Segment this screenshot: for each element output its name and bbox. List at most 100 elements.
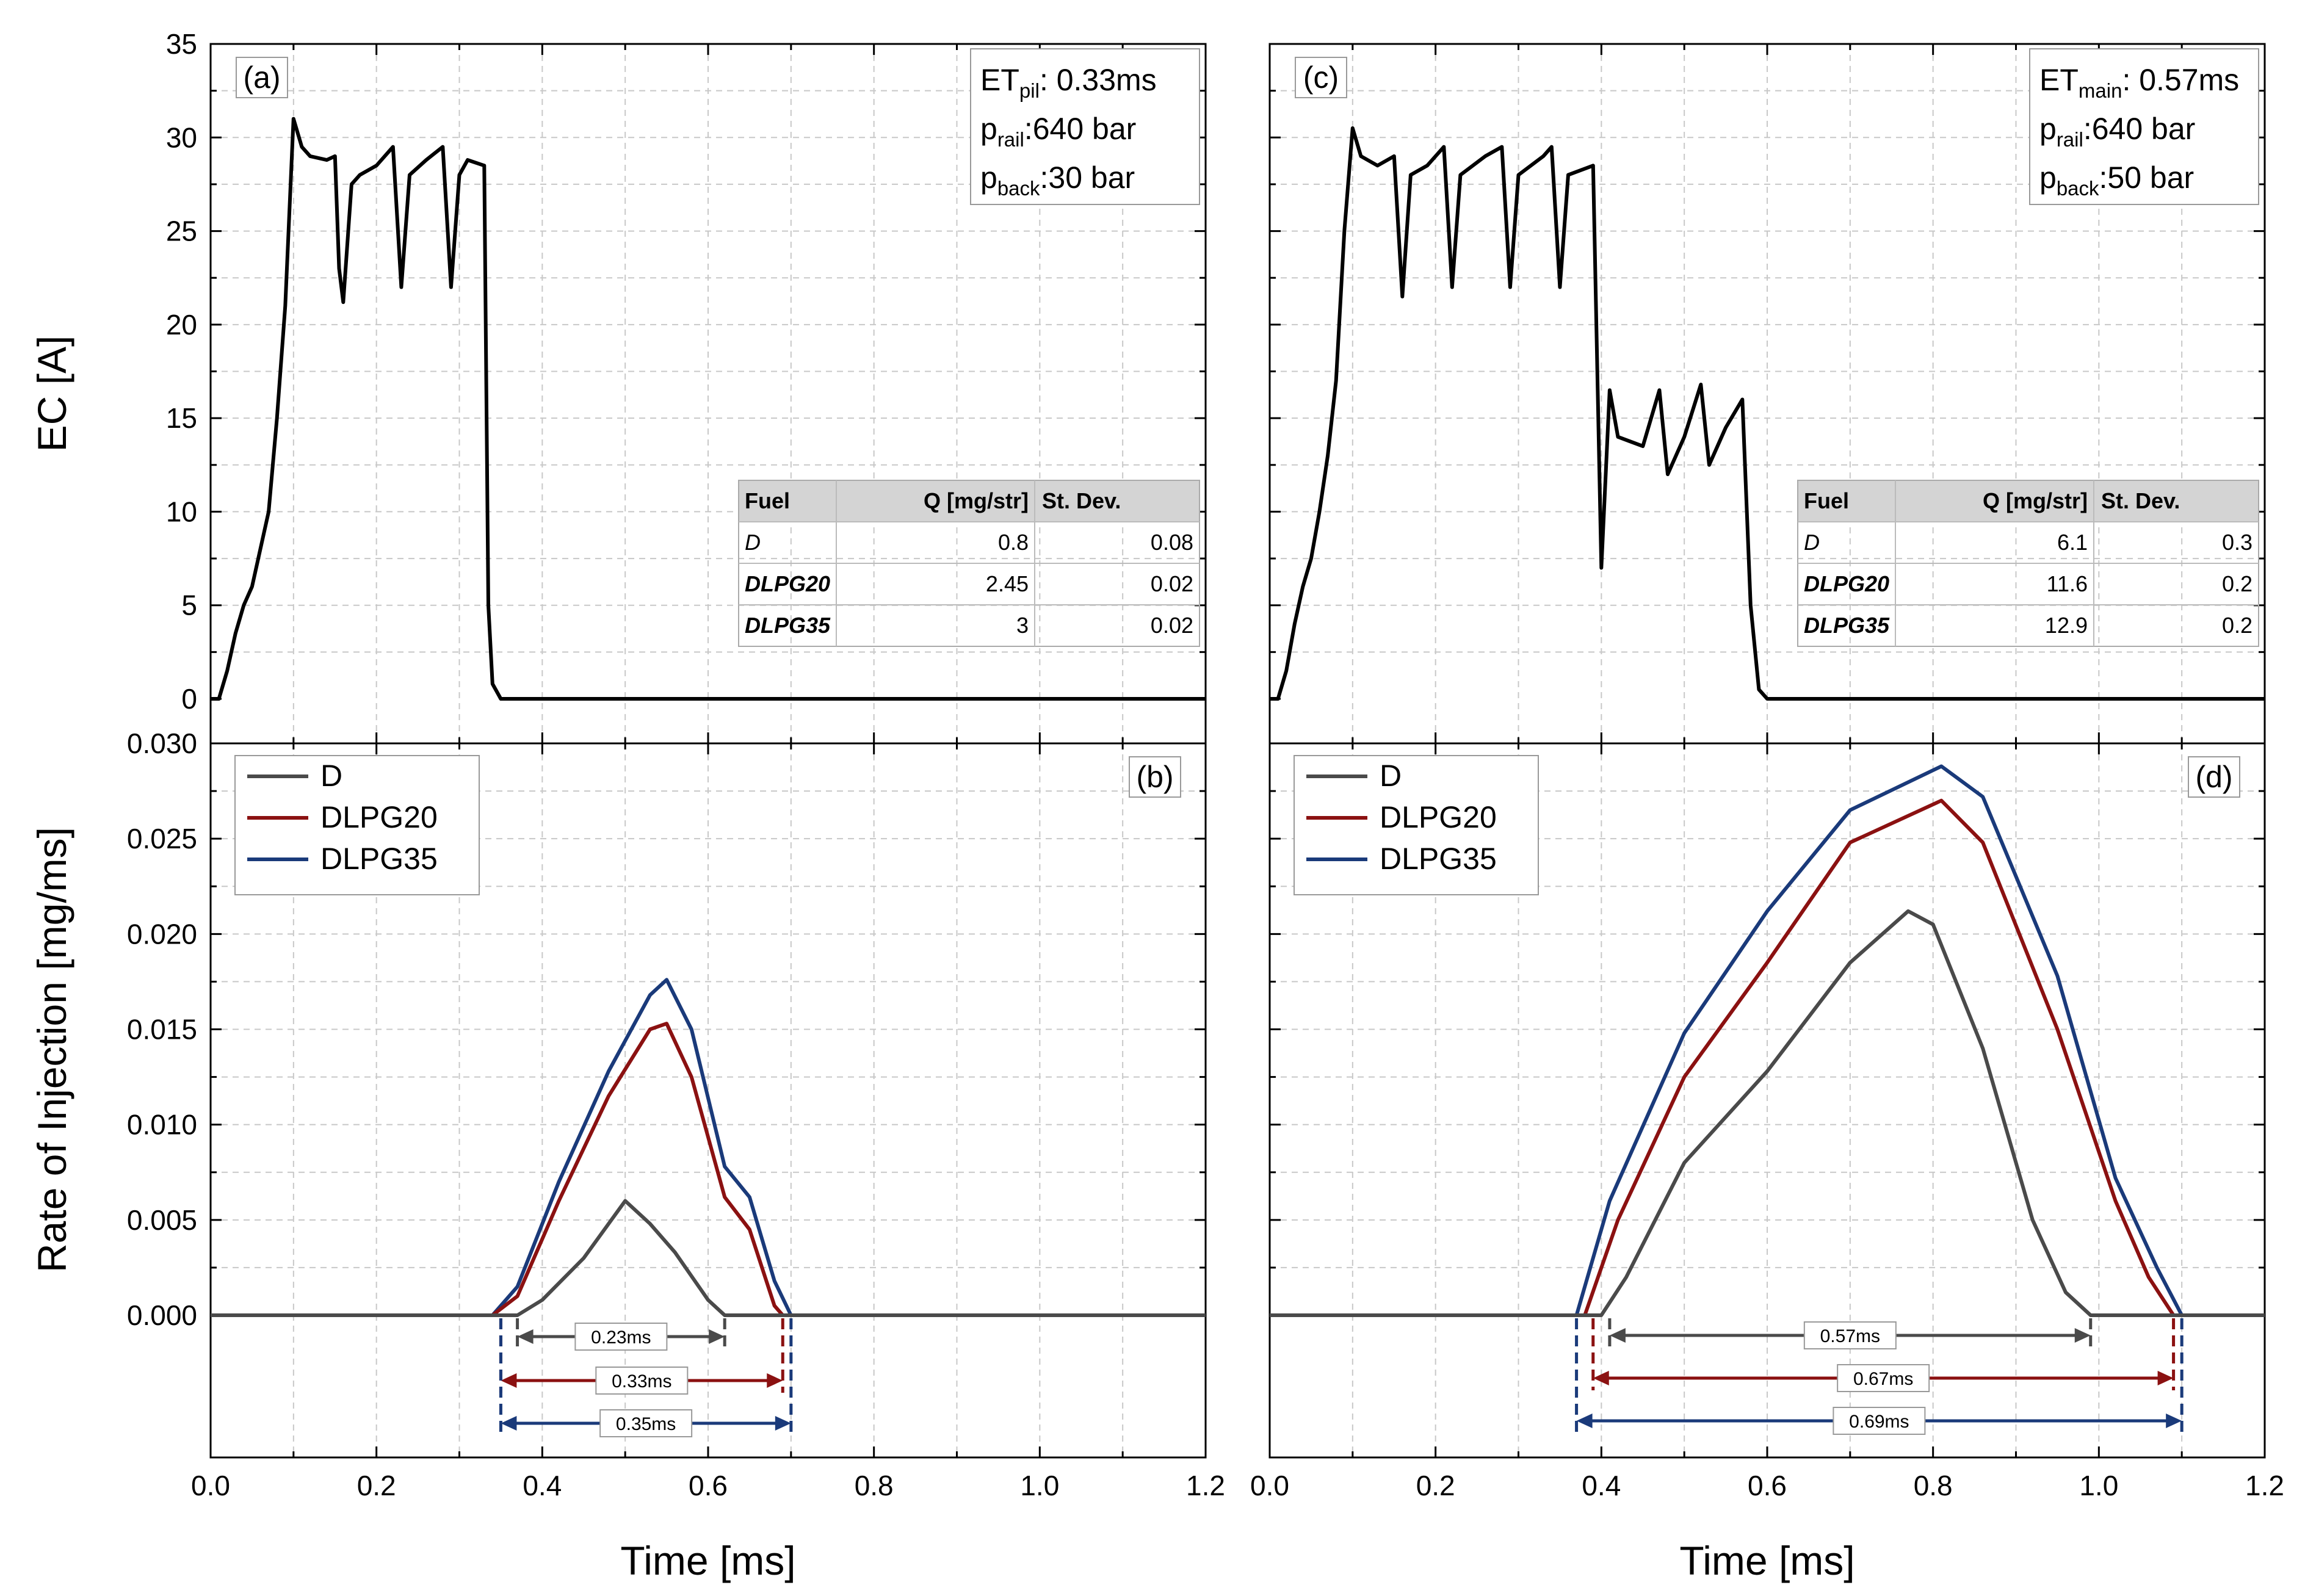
arrow-label: 0.57ms [1820, 1326, 1880, 1346]
info-value: :640 bar [1024, 112, 1136, 146]
series-line-DLPG20 [1270, 798, 2265, 1317]
series-line-D [211, 1199, 1206, 1317]
arrow-head [1593, 1371, 1609, 1385]
arrow-label-box [1837, 1364, 1930, 1392]
y-tick-label: 0.000 [127, 1299, 197, 1331]
info-sub: rail [2057, 128, 2083, 151]
x-tick-label: 1.2 [1186, 1470, 1225, 1501]
table-header-fuel: Fuel [1804, 488, 1849, 513]
panel-letter-box [1295, 57, 1347, 98]
series-line-DLPG35 [211, 978, 1206, 1317]
panel-a: 0 5 10 15 20 25 30 35 (a) [166, 28, 1207, 745]
y-tick-label: 5 [181, 590, 197, 621]
arrow-label-box [1803, 1321, 1897, 1349]
y-tick-label: 15 [166, 402, 197, 434]
table-cell-q: 0.8 [998, 530, 1029, 555]
series-line-ec [211, 117, 1206, 701]
x-tick-label: 1.0 [1020, 1470, 1059, 1501]
x-tick-label: 0.8 [1914, 1470, 1953, 1501]
arrow-label-box [599, 1409, 693, 1437]
y-tick-label: 0.005 [127, 1204, 197, 1236]
x-tick-label: 1.0 [2079, 1470, 2118, 1501]
table-cell-sd: 0.02 [1151, 613, 1193, 638]
table-cell-fuel: DLPG35 [745, 613, 831, 638]
table-header-q: Q [mg/str] [1983, 488, 2088, 513]
x-tick-label: 0.4 [1582, 1470, 1621, 1501]
info-sub: back [997, 177, 1040, 200]
panel-letter-box [236, 57, 288, 98]
table-cell-sd: 0.02 [1151, 571, 1193, 596]
table-cell-q: 6.1 [2057, 530, 2088, 555]
fuel-table-a: Fuel Q [mg/str] St. Dev. D 0.8 0.08 DLPG20 2.45… [738, 480, 1200, 647]
panel-letter: (b) [1136, 760, 1173, 794]
panel-letter: (a) [243, 60, 280, 95]
arrow-label-box [595, 1367, 689, 1395]
arrow-head [767, 1373, 783, 1388]
table-cell-q: 11.6 [2047, 571, 2088, 596]
arrow-head [2074, 1328, 2091, 1343]
panel-d: 0.0 0.2 0.4 0.6 0.8 1.0 1.2 Time [ms] (d) [1250, 742, 2284, 1583]
series-line-DLPG35 [1270, 764, 2265, 1317]
table-header-sd: St. Dev. [1042, 488, 1121, 513]
info-line: pback:50 bar [2039, 161, 2194, 200]
info-line: prail:640 bar [2039, 112, 2195, 151]
info-line: ETmain: 0.57ms [2039, 63, 2239, 102]
info-main: p [980, 161, 997, 195]
table-header-fuel: Fuel [745, 488, 790, 513]
y-tick-label: 0 [181, 683, 197, 715]
table-cell-sd: 0.3 [2222, 530, 2253, 555]
y-tick-label: 0.010 [127, 1109, 197, 1141]
table-cell-sd: 0.08 [1151, 530, 1193, 555]
info-main: p [2039, 112, 2057, 146]
arrow-head [517, 1329, 534, 1344]
panel-letter: (d) [2195, 760, 2232, 794]
duration-arrows-b: 0.23ms 0.33ms 0.35ms [499, 1318, 793, 1437]
x-axis-title: Time [ms] [1679, 1538, 1854, 1583]
info-value: :50 bar [2099, 161, 2195, 195]
info-sub: rail [997, 128, 1024, 151]
arrow-head [501, 1373, 517, 1388]
legend-frame [234, 755, 480, 895]
y-axis-title-top: EC [A] [29, 336, 74, 452]
legend-label: DLPG35 [1380, 842, 1497, 876]
y-tick-label: 0.015 [127, 1014, 197, 1045]
y-tick-label: 25 [166, 215, 197, 247]
legend-label: D [320, 759, 342, 793]
info-sub: back [2057, 177, 2099, 200]
series-line-ec [1270, 126, 2265, 701]
info-value: :640 bar [2083, 112, 2195, 146]
table-header-sd: St. Dev. [2101, 488, 2180, 513]
y-tick-label: 0.025 [127, 823, 197, 854]
arrow-head [709, 1329, 725, 1344]
info-box-frame [2029, 48, 2259, 205]
y-tick-label: 35 [166, 28, 197, 60]
info-main: ET [980, 63, 1019, 97]
legend-d: D DLPG20 DLPG35 [1294, 755, 1539, 895]
arrow-label-box [574, 1323, 668, 1351]
legend-frame [1294, 755, 1539, 895]
info-sub: pil [1019, 79, 1040, 102]
table-cell-sd: 0.2 [2222, 571, 2253, 596]
legend-label: DLPG35 [320, 842, 438, 876]
table-header-bg [1798, 480, 2259, 522]
y-tick-label: 30 [166, 121, 197, 153]
info-main: p [2039, 161, 2057, 195]
arrow-head [2166, 1414, 2182, 1428]
table-cell-sd: 0.2 [2222, 613, 2253, 638]
arrow-label: 0.67ms [1853, 1369, 1913, 1389]
table-header-q: Q [mg/str] [924, 488, 1029, 513]
info-main: ET [2039, 63, 2079, 97]
arrow-head [1576, 1414, 1593, 1428]
arrow-head [501, 1416, 517, 1431]
table-cell-fuel: DLPG20 [745, 571, 830, 596]
x-tick-label: 0.8 [855, 1470, 894, 1501]
info-line: ETpil: 0.33ms [980, 63, 1157, 102]
legend-label: DLPG20 [1380, 800, 1497, 834]
y-axis-title-bottom: Rate of Injection [mg/ms] [29, 827, 74, 1273]
info-line: prail:640 bar [980, 112, 1136, 151]
info-sub: main [2079, 79, 2122, 102]
y-tick-label: 0.020 [127, 918, 197, 950]
arrow-label: 0.33ms [612, 1371, 671, 1392]
info-value: : 0.33ms [1040, 63, 1157, 97]
